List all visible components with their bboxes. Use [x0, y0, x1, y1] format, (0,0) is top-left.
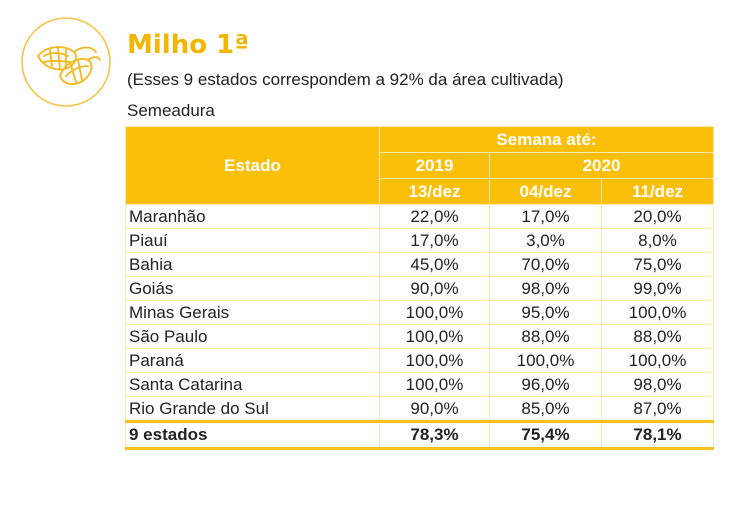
cell-value: 8,0%: [600, 228, 715, 253]
cell-value: 100,0%: [379, 324, 490, 349]
header-year-2019: 2019: [379, 152, 490, 179]
cell-total-value: 78,3%: [379, 420, 490, 450]
cell-estado: Santa Catarina: [125, 372, 380, 397]
cell-value: 100,0%: [379, 372, 490, 397]
header-week-1: 13/dez: [379, 178, 490, 205]
progress-table: Estado Semana até: 2019 2020 13/dez 04/d…: [125, 126, 715, 450]
cell-estado: Maranhão: [125, 204, 380, 229]
cell-estado: São Paulo: [125, 324, 380, 349]
cell-value: 90,0%: [379, 276, 490, 301]
page-subtitle: (Esses 9 estados correspondem a 92% da á…: [127, 70, 564, 89]
cell-value: 100,0%: [379, 300, 490, 325]
cell-value: 75,0%: [600, 252, 715, 277]
cell-value: 100,0%: [600, 348, 715, 373]
cell-total-label: 9 estados: [125, 420, 380, 450]
header-week-2: 04/dez: [489, 178, 602, 205]
page-title: Milho 1ª: [127, 30, 249, 60]
cell-estado: Paraná: [125, 348, 380, 373]
cell-estado: Rio Grande do Sul: [125, 396, 380, 422]
header-week-group: Semana até:: [378, 126, 715, 153]
cell-value: 70,0%: [489, 252, 602, 277]
cell-value: 20,0%: [600, 204, 715, 229]
cell-value: 100,0%: [600, 300, 715, 325]
table-row: Bahia 45,0% 70,0% 75,0%: [125, 252, 715, 277]
header-estado: Estado: [125, 126, 380, 205]
table-row: Paraná 100,0% 100,0% 100,0%: [125, 348, 715, 373]
cell-value: 45,0%: [379, 252, 490, 277]
cell-value: 95,0%: [489, 300, 602, 325]
cell-value: 100,0%: [379, 348, 490, 373]
cell-value: 3,0%: [489, 228, 602, 253]
cell-value: 88,0%: [600, 324, 715, 349]
table-row: Minas Gerais 100,0% 95,0% 100,0%: [125, 300, 715, 325]
cell-estado: Bahia: [125, 252, 380, 277]
cell-value: 98,0%: [600, 372, 715, 397]
cell-value: 87,0%: [600, 396, 715, 422]
table-row: São Paulo 100,0% 88,0% 88,0%: [125, 324, 715, 349]
cell-total-value: 78,1%: [600, 420, 715, 450]
cell-value: 17,0%: [489, 204, 602, 229]
cell-estado: Minas Gerais: [125, 300, 380, 325]
header-year-2020: 2020: [488, 152, 715, 179]
section-label: Semeadura: [127, 101, 215, 120]
table-row: Maranhão 22,0% 17,0% 20,0%: [125, 204, 715, 229]
cell-value: 98,0%: [489, 276, 602, 301]
table-row: Goiás 90,0% 98,0% 99,0%: [125, 276, 715, 301]
corn-icon: [21, 17, 111, 107]
cell-value: 85,0%: [489, 396, 602, 422]
cell-value: 99,0%: [600, 276, 715, 301]
header-week-3: 11/dez: [600, 178, 715, 205]
cell-total-value: 75,4%: [489, 420, 602, 450]
table-row: Piauí 17,0% 3,0% 8,0%: [125, 228, 715, 253]
cell-value: 96,0%: [489, 372, 602, 397]
cell-value: 100,0%: [489, 348, 602, 373]
total-row: 9 estados 78,3% 75,4% 78,1%: [125, 420, 715, 450]
table-row: Santa Catarina 100,0% 96,0% 98,0%: [125, 372, 715, 397]
cell-value: 88,0%: [489, 324, 602, 349]
table-row: Rio Grande do Sul 90,0% 85,0% 87,0%: [125, 396, 715, 422]
cell-estado: Goiás: [125, 276, 380, 301]
cell-estado: Piauí: [125, 228, 380, 253]
cell-value: 17,0%: [379, 228, 490, 253]
cell-value: 90,0%: [379, 396, 490, 422]
cell-value: 22,0%: [379, 204, 490, 229]
